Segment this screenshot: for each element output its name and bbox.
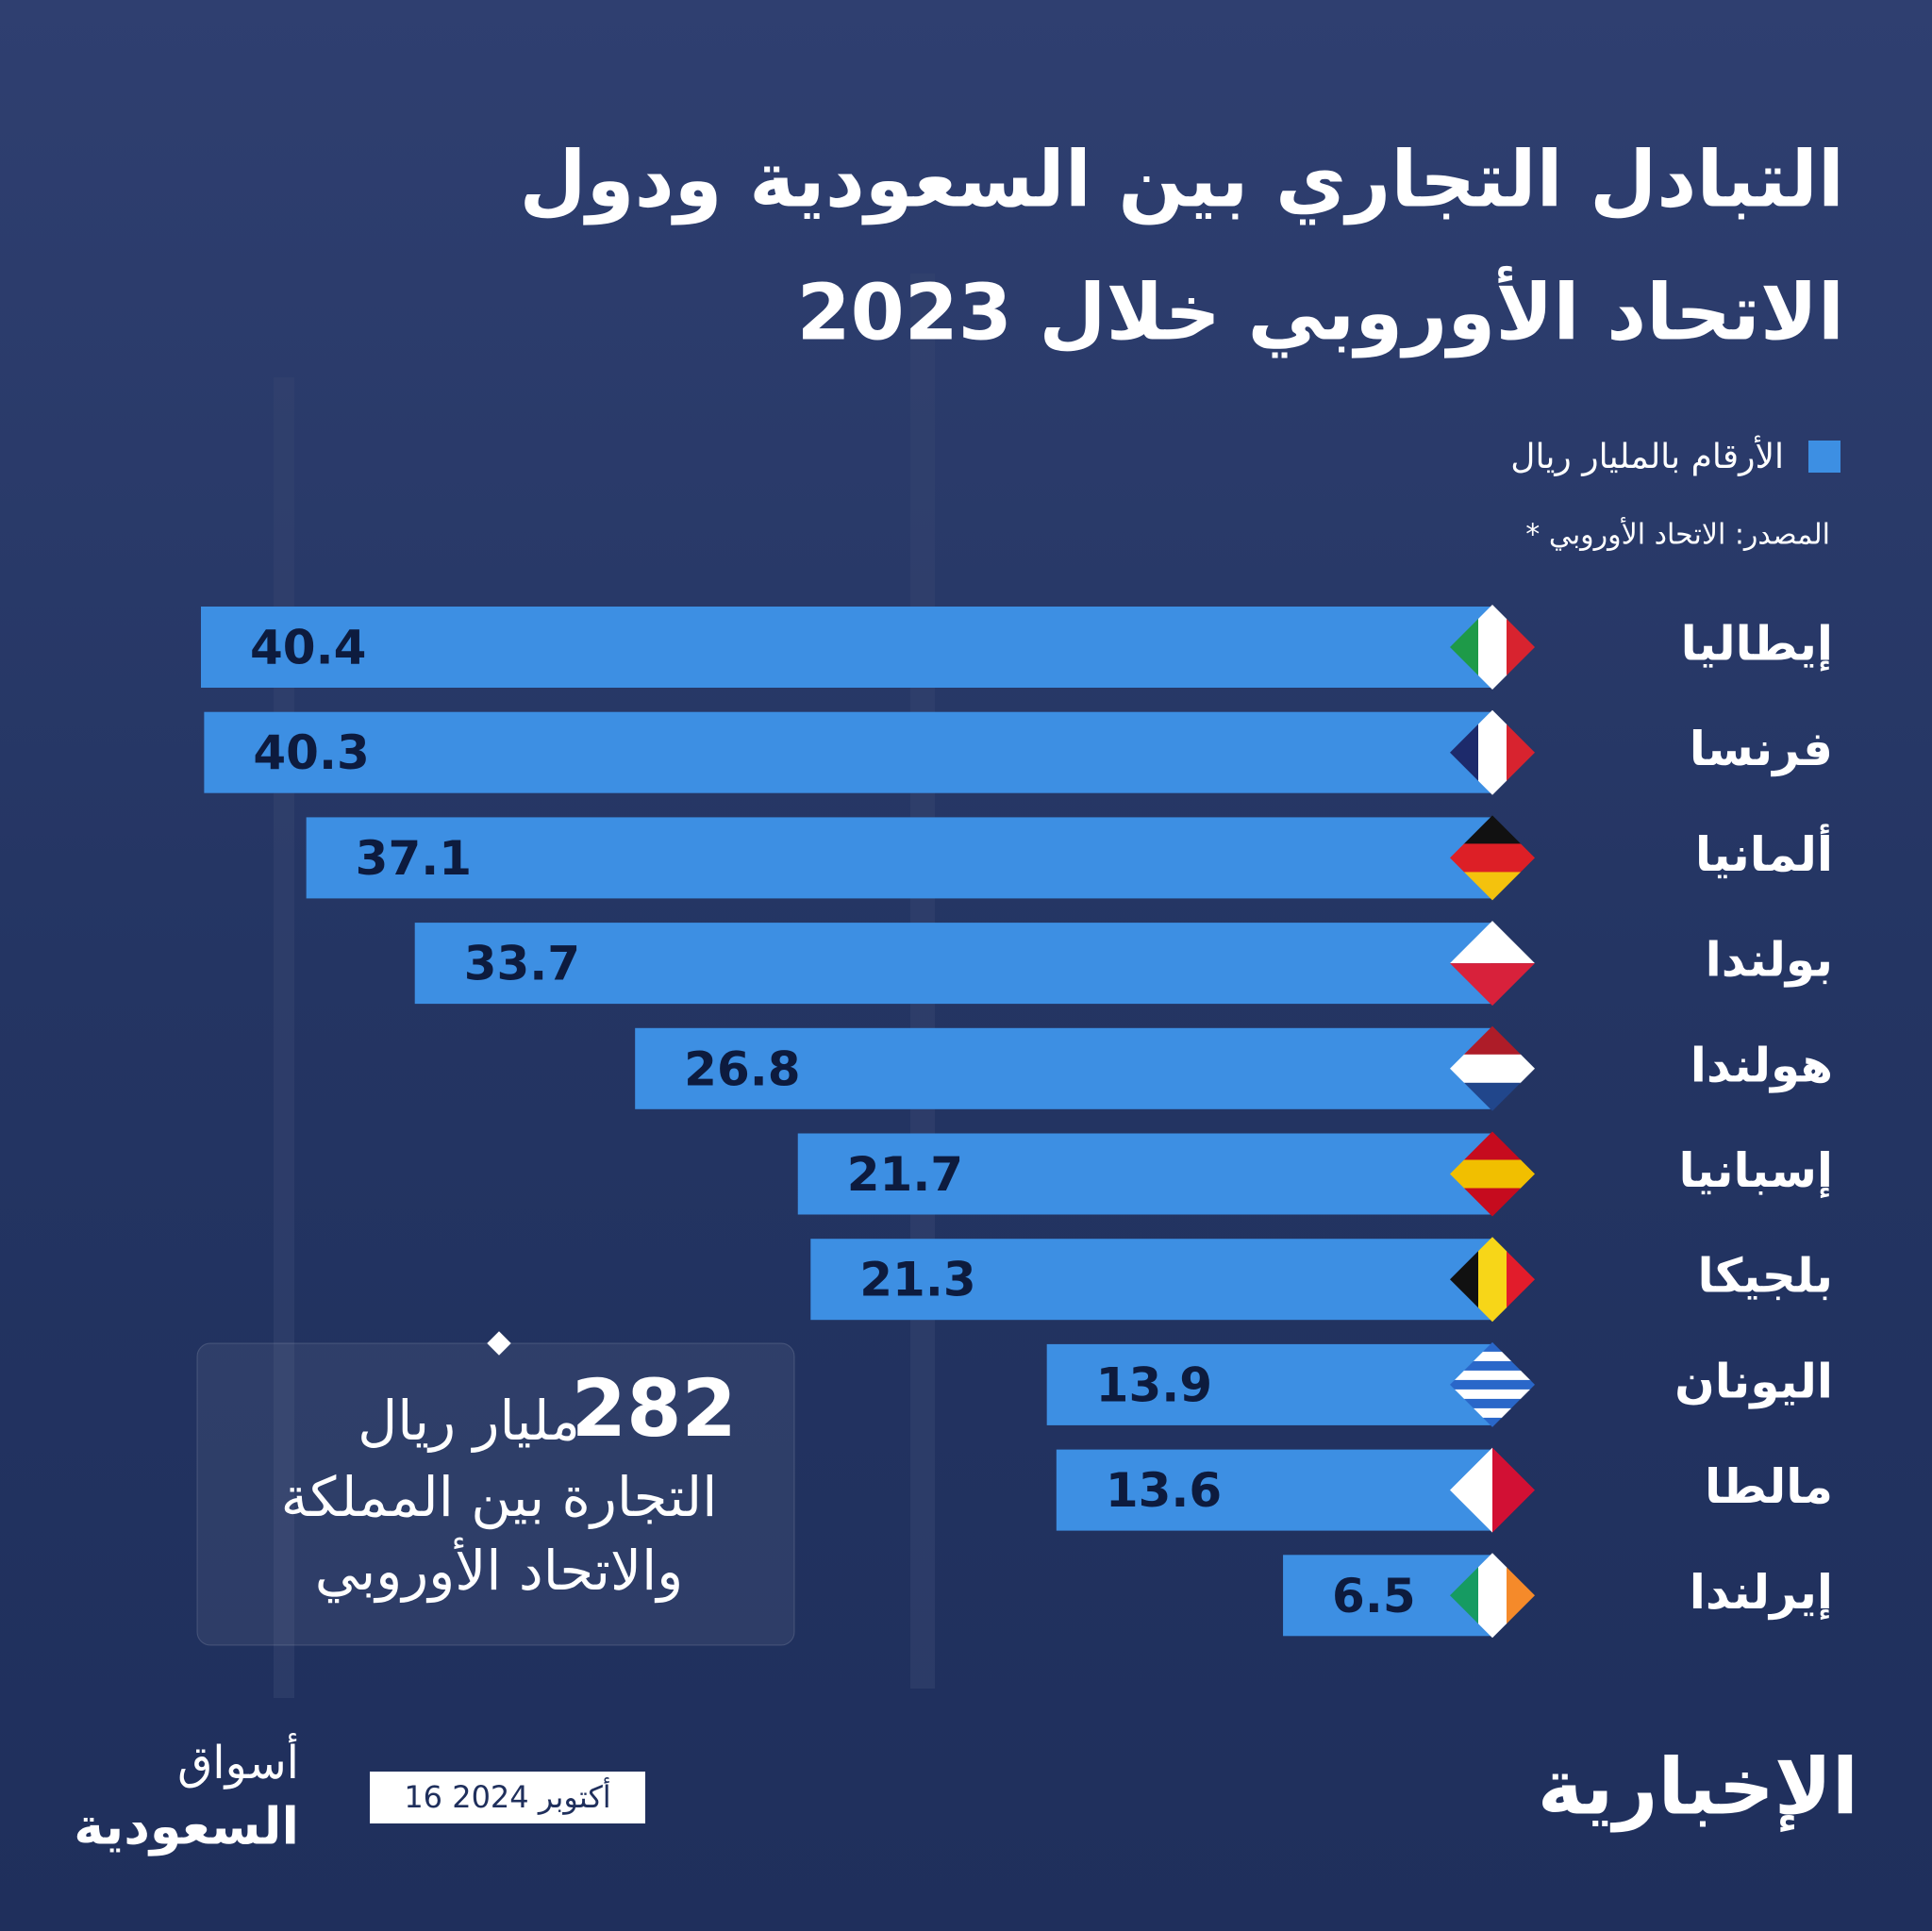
- bar: [201, 607, 1491, 688]
- value-label: 13.9: [1096, 1357, 1212, 1412]
- total-line: التجارة بين المملكة: [281, 1465, 718, 1530]
- value-label: 37.1: [356, 831, 472, 886]
- flagpole: [274, 377, 294, 1698]
- value-label: 21.3: [859, 1253, 975, 1307]
- category-label: بلجيكا: [1698, 1249, 1833, 1304]
- source: * المصدر: الاتحاد الأوروبي: [1525, 516, 1830, 552]
- value-label: 40.3: [253, 725, 369, 780]
- category-label: إيرلندا: [1690, 1565, 1833, 1621]
- legend-label: الأرقام بالمليار ريال: [1510, 435, 1784, 476]
- date-box: [370, 1772, 645, 1823]
- title-line: الاتحاد الأوروبي خلال 2023: [797, 265, 1844, 358]
- date: 16 أكتوبر 2024: [404, 1777, 610, 1815]
- bar: [810, 1239, 1491, 1321]
- value-label: 21.7: [847, 1147, 963, 1202]
- value-label: 33.7: [464, 937, 580, 991]
- value-label: 13.6: [1106, 1463, 1222, 1518]
- category-label: إسبانيا: [1679, 1143, 1833, 1199]
- bar: [635, 1027, 1491, 1109]
- value-label: 40.4: [250, 621, 366, 675]
- total-line: والاتحاد الأوروبي: [315, 1537, 683, 1604]
- total-value: 282: [572, 1362, 737, 1455]
- category-label: بولندا: [1706, 933, 1833, 989]
- category-label: إيطاليا: [1681, 617, 1833, 673]
- title-line: التبادل التجاري بين السعودية ودول: [519, 135, 1844, 225]
- category-label: هولندا: [1690, 1038, 1833, 1093]
- bar: [1056, 1449, 1491, 1531]
- category-label: مالطا: [1705, 1459, 1833, 1514]
- brand: الإخبارية: [1538, 1742, 1858, 1833]
- bar: [204, 711, 1491, 793]
- bar: [1046, 1343, 1491, 1425]
- logo-line: أسواق: [177, 1733, 299, 1790]
- logo-line: السعودية: [74, 1797, 299, 1856]
- category-label: اليونان: [1674, 1354, 1833, 1409]
- bar: [797, 1133, 1491, 1215]
- flag: [1450, 1341, 1535, 1427]
- category-label: ألمانيا: [1695, 824, 1833, 882]
- value-label: 26.8: [684, 1041, 800, 1096]
- value-label: 6.5: [1332, 1569, 1416, 1623]
- bar: [414, 923, 1491, 1005]
- category-label: فرنسا: [1690, 722, 1833, 777]
- legend-swatch: [1808, 441, 1840, 473]
- bar: [306, 817, 1491, 899]
- total-unit: مليار ريال: [358, 1389, 580, 1453]
